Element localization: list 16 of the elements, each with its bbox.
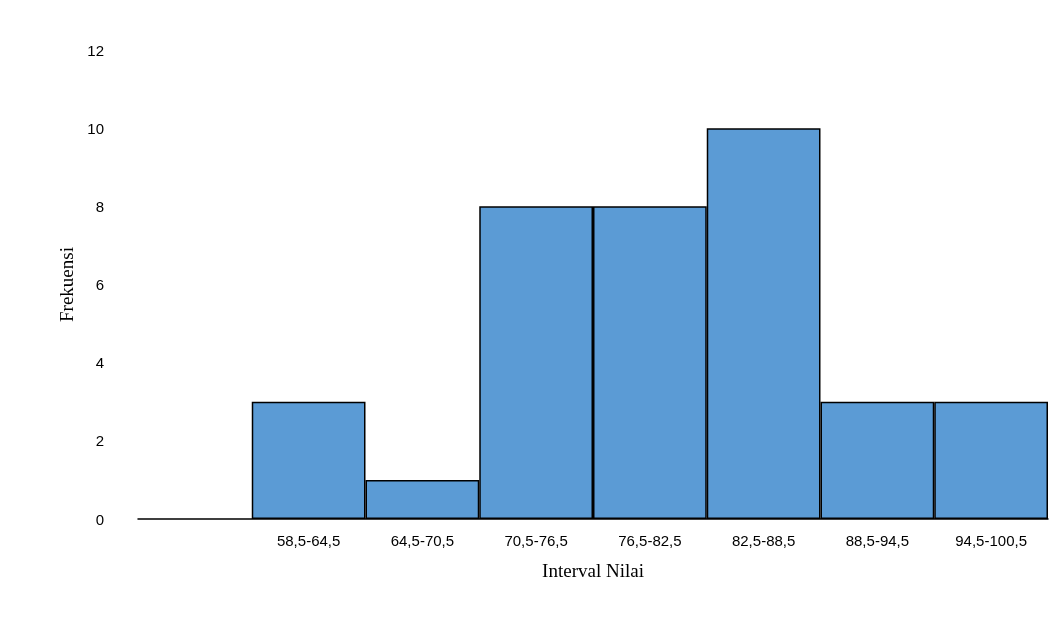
y-tick-label: 0 [95,510,104,528]
x-tick-label: 70,5-76,5 [504,532,568,549]
y-tick-label: 4 [95,354,104,372]
y-tick-label: 12 [87,41,104,59]
y-tick-label: 8 [95,197,104,215]
x-axis-title: Interval Nilai [542,560,644,581]
y-tick-label: 2 [95,432,104,450]
y-tick-label: 10 [87,119,104,137]
x-tick-label: 64,5-70,5 [390,532,455,549]
x-tick-label: 82,5-88,5 [731,532,796,549]
x-tick-label: 94,5-100,5 [955,532,1027,549]
y-axis-title: Frekuensi [56,247,77,322]
x-tick-label: 76,5-82,5 [618,532,682,549]
x-tick-label: 88,5-94,5 [845,532,910,549]
y-tick-label: 6 [95,276,104,293]
x-tick-label: 58,5-64,5 [276,532,341,549]
